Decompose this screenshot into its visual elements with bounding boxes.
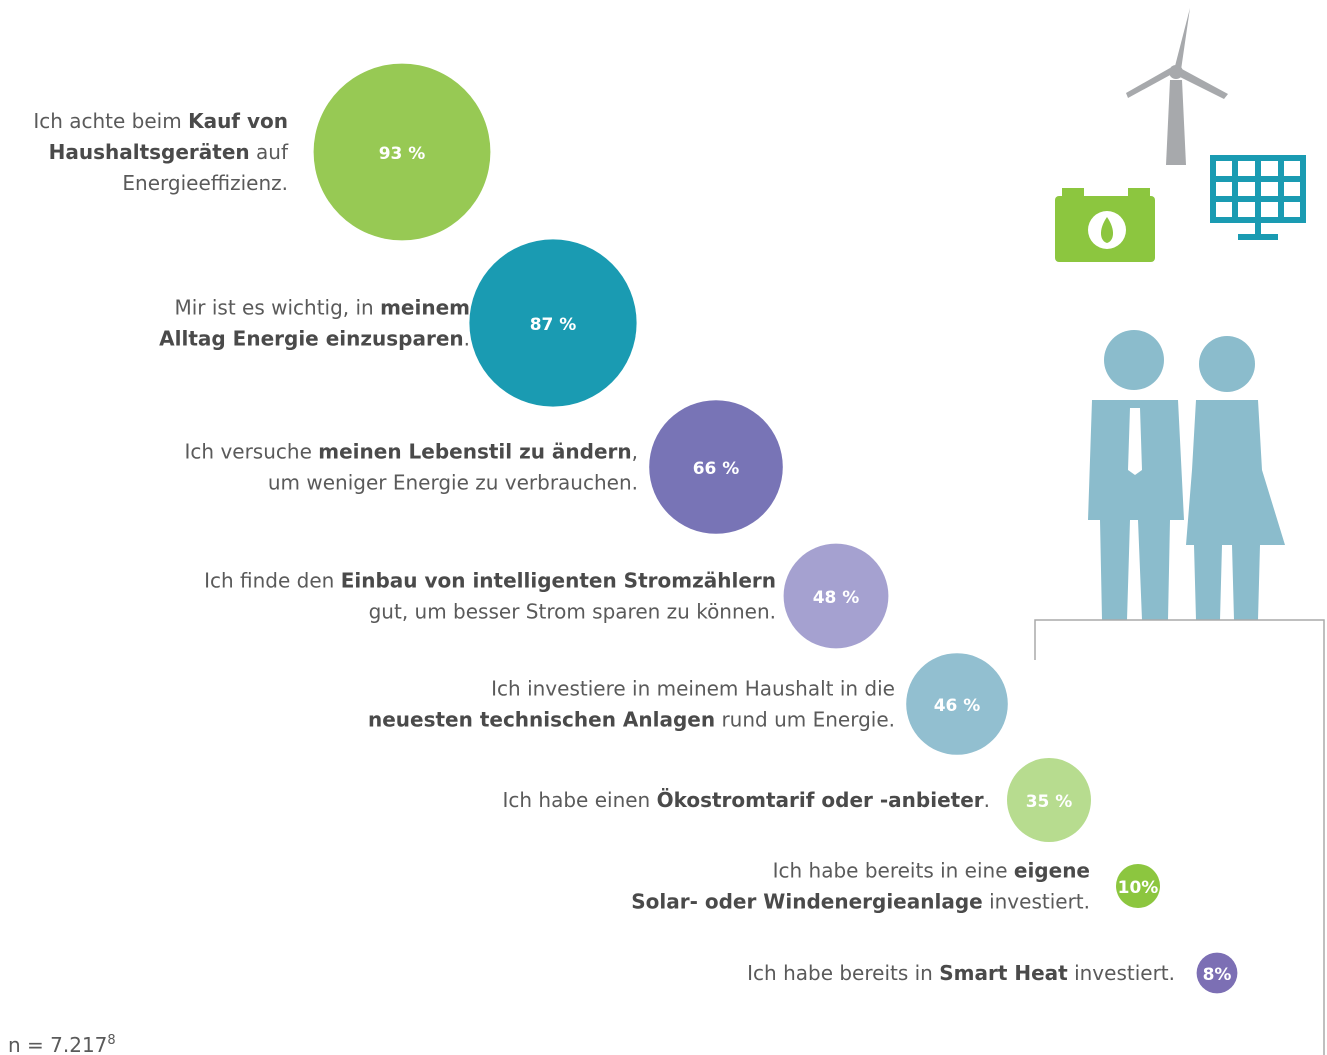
- statement-text: Einbau von intelligenten Stromzählern: [341, 569, 776, 593]
- statement-line: Ich habe bereits in eine eigene: [773, 859, 1090, 883]
- value-label: 8%: [1203, 965, 1232, 985]
- statement-text: Ich habe einen: [502, 788, 656, 812]
- statement-text: Solar- oder Windenergieanlage: [631, 890, 982, 914]
- battery-icon: [1055, 188, 1155, 262]
- solar-icon: [1213, 158, 1303, 237]
- value-label: 87 %: [530, 315, 577, 335]
- chart: n = 7.2178 93 % Ich achte beim Kauf von Ha…: [0, 0, 1327, 1055]
- footnote: n = 7.2178: [8, 1033, 116, 1055]
- statement-line: Ich habe bereits in Smart Heat investier…: [747, 961, 1175, 985]
- statement-text: investiert.: [983, 890, 1090, 914]
- footnote-ref: 8: [107, 1033, 115, 1048]
- value-label: 35 %: [1026, 792, 1073, 812]
- statement-text: Ich achte beim: [33, 109, 188, 133]
- footnote-text: n = 7.217: [8, 1033, 107, 1055]
- value-label: 10%: [1118, 878, 1159, 898]
- statement-line: Solar- oder Windenergieanlage investiert…: [631, 890, 1090, 914]
- statement-line: Ich versuche meinen Lebenstil zu ändern,: [185, 440, 638, 464]
- statement-text: meinen Lebenstil zu ändern: [318, 440, 631, 464]
- statement-text: neuesten technischen Anlagen: [368, 708, 715, 732]
- statement-text: Alltag Energie einzusparen: [159, 327, 463, 351]
- statement-text: rund um Energie.: [715, 708, 895, 732]
- value-label: 93 %: [379, 144, 426, 164]
- statement-line: Haushaltsgeräten auf: [49, 140, 289, 164]
- windmill-icon: [1126, 8, 1228, 165]
- statement-text: Ich investiere in meinem Haushalt in die: [491, 677, 895, 701]
- statement-line: Mir ist es wichtig, in meinem: [174, 296, 470, 320]
- statement-text: ,: [632, 440, 638, 464]
- statement-text: Mir ist es wichtig, in: [174, 296, 380, 320]
- statement-line: Ich finde den Einbau von intelligenten S…: [204, 569, 776, 593]
- statement-text: Ich habe bereits in: [747, 961, 939, 985]
- statement-text: eigene: [1014, 859, 1090, 883]
- statement-line: Ich investiere in meinem Haushalt in die: [491, 677, 895, 701]
- statement-text: .: [464, 327, 470, 351]
- statement-text: meinem: [380, 296, 470, 320]
- statement-text: Kauf von: [188, 109, 288, 133]
- podium-outline: [1035, 620, 1324, 1055]
- statement-text: auf: [250, 140, 289, 164]
- statement-text: Ich habe bereits in eine: [773, 859, 1014, 883]
- statement-text: Energieeffizienz.: [122, 171, 288, 195]
- statement-line: Alltag Energie einzusparen.: [159, 327, 470, 351]
- statement-line: Energieeffizienz.: [122, 171, 288, 195]
- statement-text: Ich finde den: [204, 569, 341, 593]
- statement-line: neuesten technischen Anlagen rund um Ene…: [368, 708, 895, 732]
- statement-line: gut, um besser Strom sparen zu können.: [369, 600, 776, 624]
- statement-text: Ich versuche: [185, 440, 319, 464]
- people-icon: [1088, 330, 1285, 620]
- statement-text: investiert.: [1068, 961, 1175, 985]
- value-label: 66 %: [693, 459, 740, 479]
- value-label: 48 %: [813, 588, 860, 608]
- statement-line: Ich achte beim Kauf von: [33, 109, 288, 133]
- statement-text: um weniger Energie zu verbrauchen.: [268, 471, 638, 495]
- statement-text: gut, um besser Strom sparen zu können.: [369, 600, 776, 624]
- statement-text: Smart Heat: [939, 961, 1068, 985]
- statement-text: Haushaltsgeräten: [49, 140, 250, 164]
- statement-line: Ich habe einen Ökostromtarif oder -anbie…: [502, 788, 990, 812]
- value-label: 46 %: [934, 696, 981, 716]
- statement-text: .: [984, 788, 990, 812]
- statement-line: um weniger Energie zu verbrauchen.: [268, 471, 638, 495]
- statement-text: Ökostromtarif oder -anbieter: [657, 788, 984, 812]
